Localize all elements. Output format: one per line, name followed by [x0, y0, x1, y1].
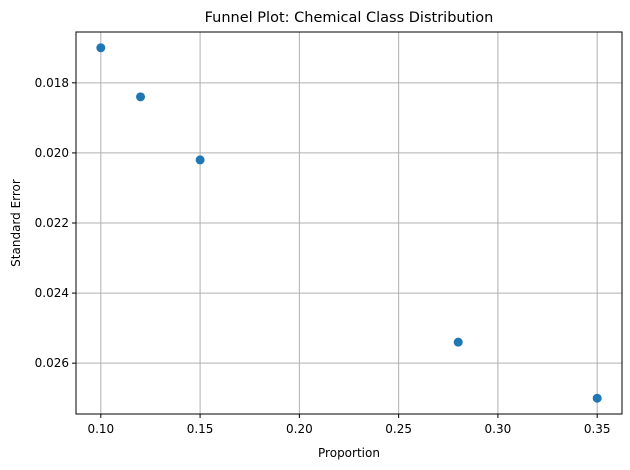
data-point [195, 155, 205, 165]
data-point [453, 337, 463, 347]
x-tick-label: 0.35 [584, 422, 611, 436]
x-axis-label: Proportion [318, 446, 380, 460]
x-axis-ticks: 0.10 0.15 0.20 0.25 0.30 0.35 [87, 414, 611, 436]
data-point [96, 43, 106, 53]
x-tick-label: 0.15 [187, 422, 214, 436]
data-points [96, 43, 602, 403]
y-tick-label: 0.018 [35, 76, 69, 90]
x-tick-label: 0.20 [286, 422, 313, 436]
y-tick-label: 0.020 [35, 146, 69, 160]
y-axis-ticks: 0.018 0.020 0.022 0.024 0.026 [35, 76, 76, 370]
x-tick-label: 0.30 [485, 422, 512, 436]
y-tick-label: 0.022 [35, 216, 69, 230]
y-axis-label: Standard Error [9, 179, 23, 267]
y-tick-label: 0.024 [35, 286, 69, 300]
data-point [592, 393, 602, 403]
data-point [136, 92, 146, 102]
x-tick-label: 0.25 [385, 422, 412, 436]
x-tick-label: 0.10 [87, 422, 114, 436]
y-tick-label: 0.026 [35, 356, 69, 370]
grid [76, 32, 622, 414]
chart-title: Funnel Plot: Chemical Class Distribution [205, 10, 494, 26]
